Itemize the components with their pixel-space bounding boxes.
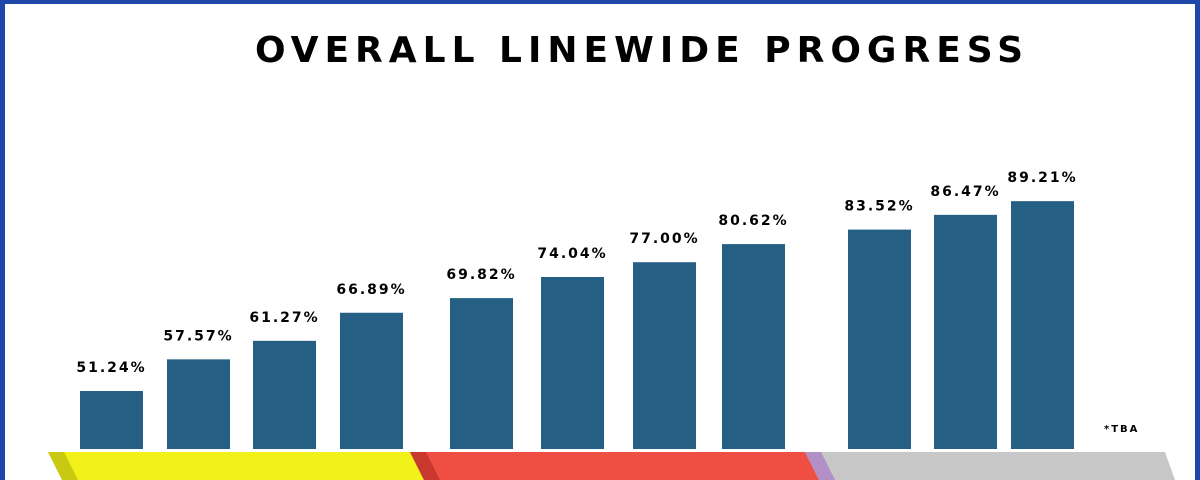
bars-layer xyxy=(80,201,1074,449)
value-label-1: 51.24% xyxy=(76,360,146,376)
value-label-3: 61.27% xyxy=(249,310,319,326)
bar-4 xyxy=(340,312,403,449)
frame-top-border xyxy=(0,0,1200,4)
group-band-3 xyxy=(805,452,1175,480)
value-label-2: 57.57% xyxy=(163,328,233,344)
value-label-10: 86.47% xyxy=(930,184,1000,200)
bar-2 xyxy=(167,359,230,449)
bar-11 xyxy=(1011,201,1074,449)
value-label-11: 89.21% xyxy=(1007,170,1077,186)
group-band-fold-2 xyxy=(410,452,440,480)
value-label-9: 83.52% xyxy=(844,199,914,215)
bar-1 xyxy=(80,391,143,449)
bar-6 xyxy=(541,277,604,449)
group-band-fold-3 xyxy=(805,452,835,480)
bar-5 xyxy=(450,298,513,449)
footnote-label: *TBA xyxy=(1104,424,1139,435)
bar-10 xyxy=(934,214,997,449)
value-label-4: 66.89% xyxy=(336,282,406,298)
value-labels-layer: 51.24% 57.57% 61.27% 66.89% 69.82% 74.04% 77.0… xyxy=(76,170,1077,376)
group-band-fold-1 xyxy=(48,452,78,480)
value-label-6: 74.04% xyxy=(537,246,607,262)
frame-left-border xyxy=(0,0,5,480)
value-label-5: 69.82% xyxy=(446,267,516,283)
title-container: OVERALL LINEWIDE PROGRESS xyxy=(0,0,1200,100)
group-bands xyxy=(48,452,1175,480)
bar-7 xyxy=(633,262,696,449)
bar-9 xyxy=(848,229,911,449)
value-label-8: 80.62% xyxy=(718,213,788,229)
bar-3 xyxy=(253,340,316,449)
group-band-2 xyxy=(410,452,828,480)
bar-8 xyxy=(722,244,785,449)
chart-title: OVERALL LINEWIDE PROGRESS xyxy=(254,30,1030,71)
value-label-7: 77.00% xyxy=(629,231,699,247)
frame-right-border xyxy=(1195,0,1200,480)
group-band-1 xyxy=(48,452,438,480)
